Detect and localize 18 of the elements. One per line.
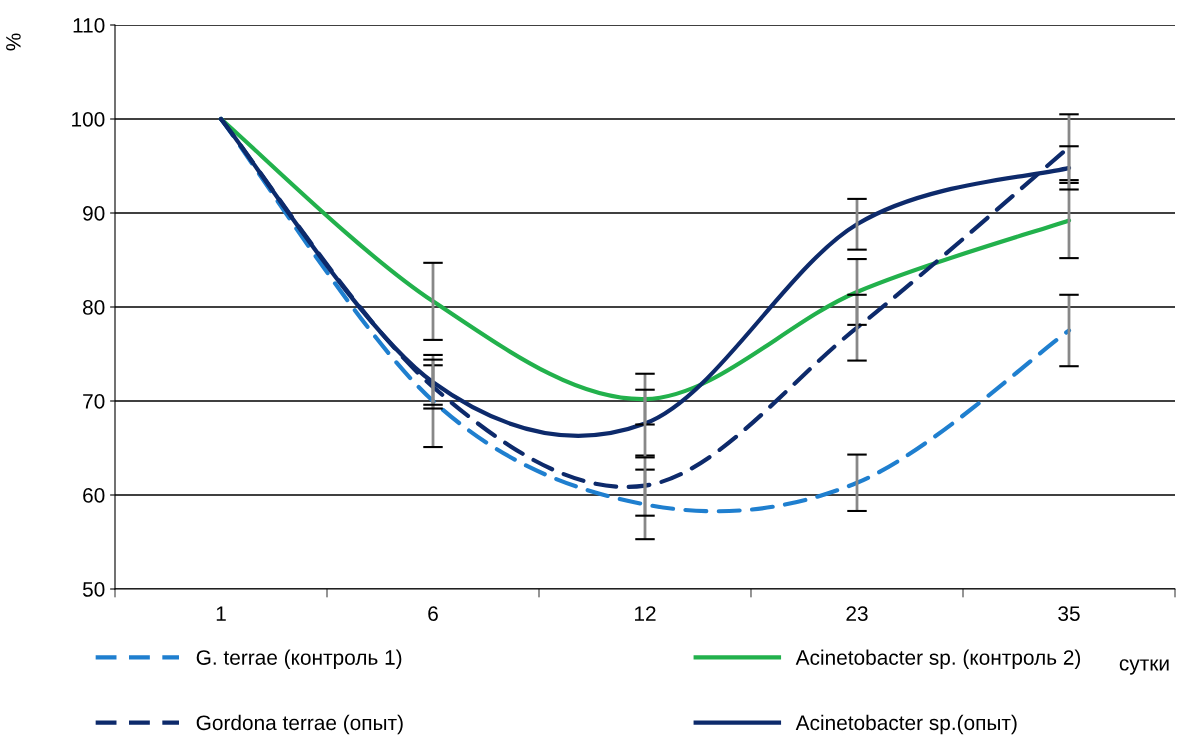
y-tick-label: 110 bbox=[73, 18, 105, 33]
y-tick-label: 70 bbox=[83, 394, 105, 409]
y-tick-label: 60 bbox=[83, 488, 105, 503]
legend-label: Acinetobacter sp.(опыт) bbox=[795, 714, 1017, 735]
legend-label: G. terrae (контроль 1) bbox=[196, 649, 402, 669]
y-axis-title: % bbox=[6, 33, 21, 51]
x-tick-label: 6 bbox=[428, 606, 438, 621]
y-tick-label: 90 bbox=[83, 206, 105, 221]
y-tick-label: 80 bbox=[83, 300, 105, 315]
legend-label: Gordona terrae (опыт) bbox=[196, 714, 403, 735]
x-axis-title: сутки bbox=[1119, 659, 1169, 675]
y-tick-label: 100 bbox=[72, 112, 105, 127]
x-tick-label: 12 bbox=[635, 606, 656, 621]
y-tick-label: 50 bbox=[82, 582, 105, 597]
legend-label: Acinetobacter sp. (контроль 2) bbox=[795, 649, 1081, 669]
x-tick-label: 1 bbox=[216, 606, 226, 621]
x-tick-label: 23 bbox=[846, 606, 868, 621]
x-tick-label: 35 bbox=[1058, 606, 1080, 621]
